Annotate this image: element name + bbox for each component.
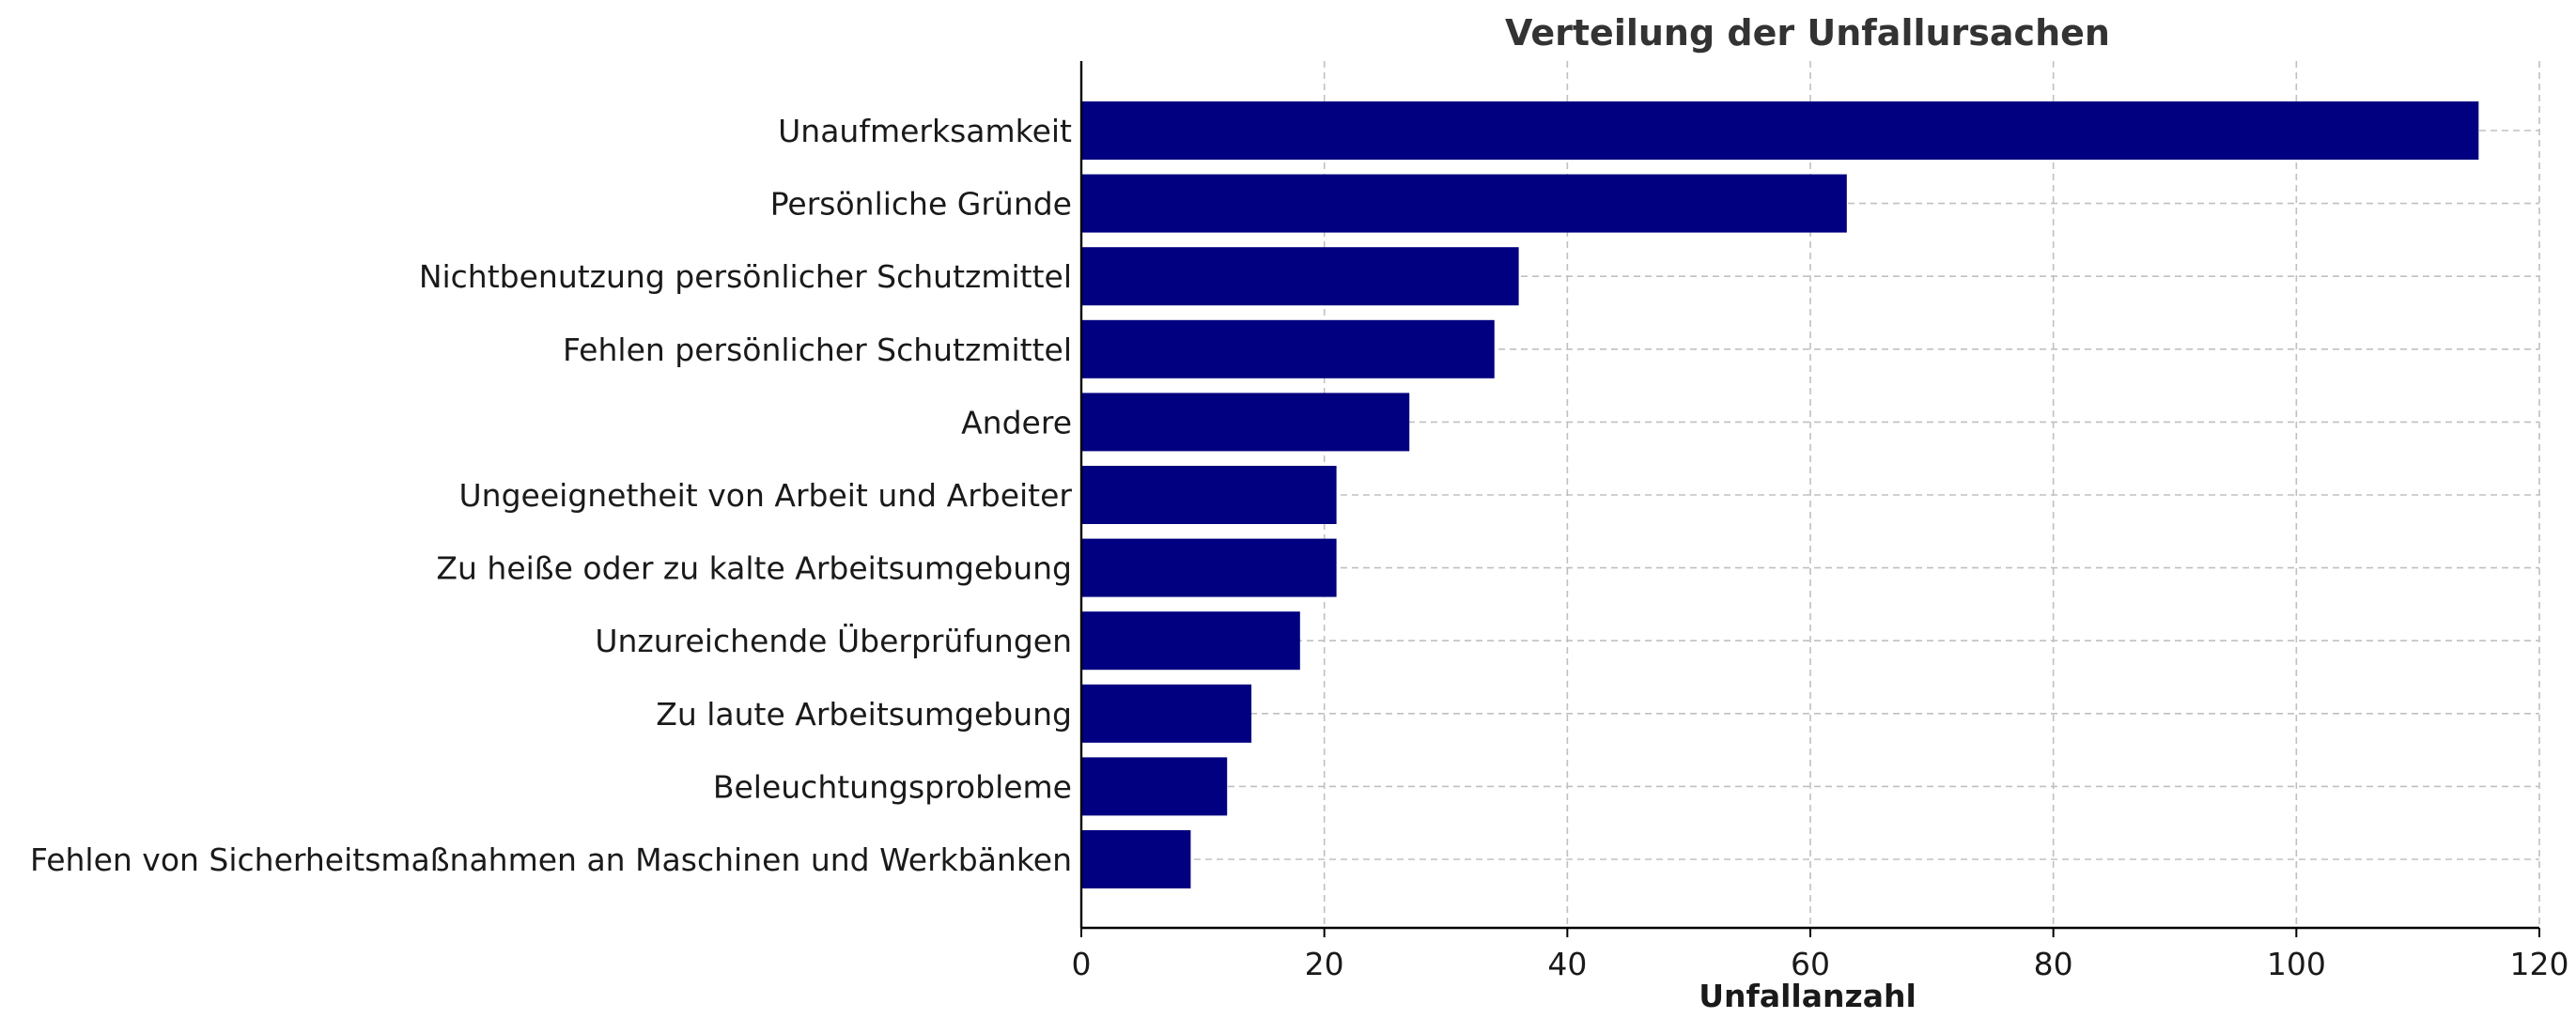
- category-label: Zu heiße oder zu kalte Arbeitsumgebung: [436, 550, 1072, 587]
- category-label: Unaufmerksamkeit: [778, 113, 1072, 149]
- bar: [1081, 101, 2479, 160]
- category-label: Unzureichende Überprüfungen: [595, 622, 1072, 659]
- category-label: Nichtbenutzung persönlicher Schutzmittel: [419, 258, 1072, 295]
- bar: [1081, 319, 1495, 378]
- bar: [1081, 611, 1300, 671]
- category-label-layer: Unaufmerksamkeit Persönliche Gründe Nichtb…: [30, 113, 1072, 878]
- bar: [1081, 247, 1519, 306]
- category-label: Ungeeignetheit von Arbeit und Arbeiter: [459, 477, 1073, 514]
- x-tick-label: 0: [1072, 946, 1092, 982]
- bar: [1081, 393, 1410, 452]
- category-label: Fehlen von Sicherheitsmaßnahmen an Masch…: [30, 841, 1072, 878]
- x-tick-label: 40: [1547, 946, 1587, 982]
- bar: [1081, 466, 1337, 524]
- category-label: Zu laute Arbeitsumgebung: [656, 696, 1072, 733]
- category-label: Fehlen persönlicher Schutzmittel: [563, 332, 1072, 368]
- x-tick-label: 60: [1791, 946, 1830, 982]
- x-tick-label: 100: [2267, 946, 2326, 982]
- x-tick-label: 20: [1305, 946, 1344, 982]
- bar: [1081, 174, 1847, 233]
- category-label: Beleuchtungsprobleme: [713, 768, 1072, 805]
- bar-layer: [1081, 101, 2479, 888]
- bar: [1081, 757, 1228, 816]
- x-tick-layer: 0 20 40 60 80 100 120: [1072, 928, 2569, 982]
- category-label: Andere: [961, 404, 1072, 440]
- x-axis-title: Unfallanzahl: [1699, 978, 1916, 1014]
- x-tick-label: 120: [2510, 946, 2569, 982]
- x-tick-label: 80: [2034, 946, 2073, 982]
- category-label: Persönliche Gründe: [770, 186, 1072, 223]
- bar: [1081, 538, 1337, 597]
- chart-title: Verteilung der Unfallursachen: [1505, 12, 2110, 54]
- bar: [1081, 830, 1191, 888]
- bar: [1081, 684, 1252, 743]
